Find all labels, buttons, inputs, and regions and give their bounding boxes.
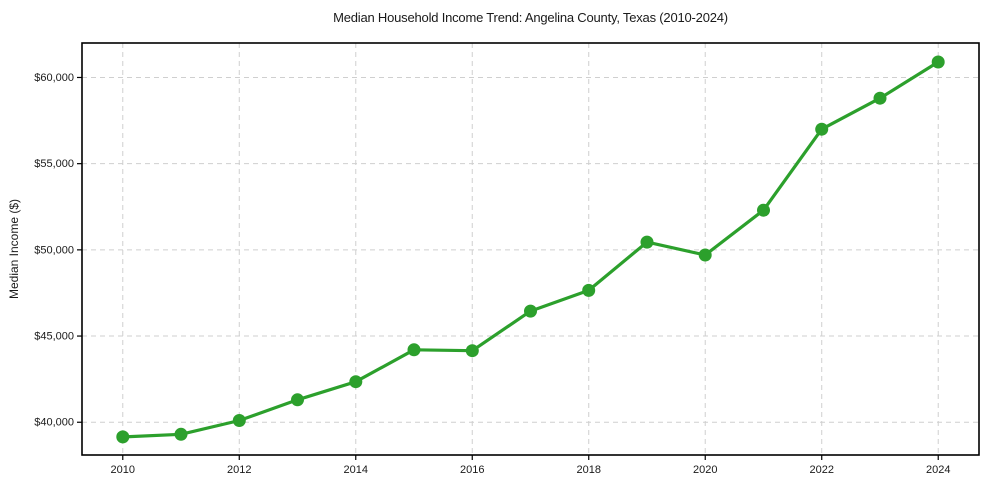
data-point-2016 xyxy=(465,344,479,358)
data-point-2023 xyxy=(873,91,887,105)
data-point-2014 xyxy=(349,375,363,389)
data-point-2021 xyxy=(757,203,770,217)
y-tick-label: $50,000 xyxy=(34,244,74,256)
data-point-2015 xyxy=(407,343,421,357)
data-point-2020 xyxy=(698,248,712,262)
data-point-2022 xyxy=(815,122,829,136)
axis-frame xyxy=(81,42,980,456)
data-point-2012 xyxy=(232,414,246,427)
y-tick-label: $55,000 xyxy=(34,158,74,170)
data-point-2011 xyxy=(174,427,188,441)
data-point-2024 xyxy=(931,55,945,69)
y-tick-label: $60,000 xyxy=(34,72,74,84)
x-tick-label: 2014 xyxy=(344,464,368,476)
y-tick-label: $45,000 xyxy=(34,331,74,343)
x-tick-label: 2022 xyxy=(809,464,833,476)
x-tick-label: 2016 xyxy=(460,464,484,476)
data-point-2013 xyxy=(291,393,304,407)
x-tick-label: 2024 xyxy=(926,464,950,476)
data-point-2019 xyxy=(640,235,654,249)
x-tick-label: 2020 xyxy=(693,464,717,476)
x-tick-label: 2010 xyxy=(111,464,135,476)
data-point-2018 xyxy=(582,283,596,297)
y-tick-label: $40,000 xyxy=(34,417,74,429)
data-point-2017 xyxy=(524,304,537,318)
chart-title: Median Household Income Trend: Angelina … xyxy=(333,10,728,25)
x-tick-label: 2012 xyxy=(227,464,251,476)
x-tick-label: 2018 xyxy=(577,464,601,476)
data-point-2010 xyxy=(116,430,130,444)
